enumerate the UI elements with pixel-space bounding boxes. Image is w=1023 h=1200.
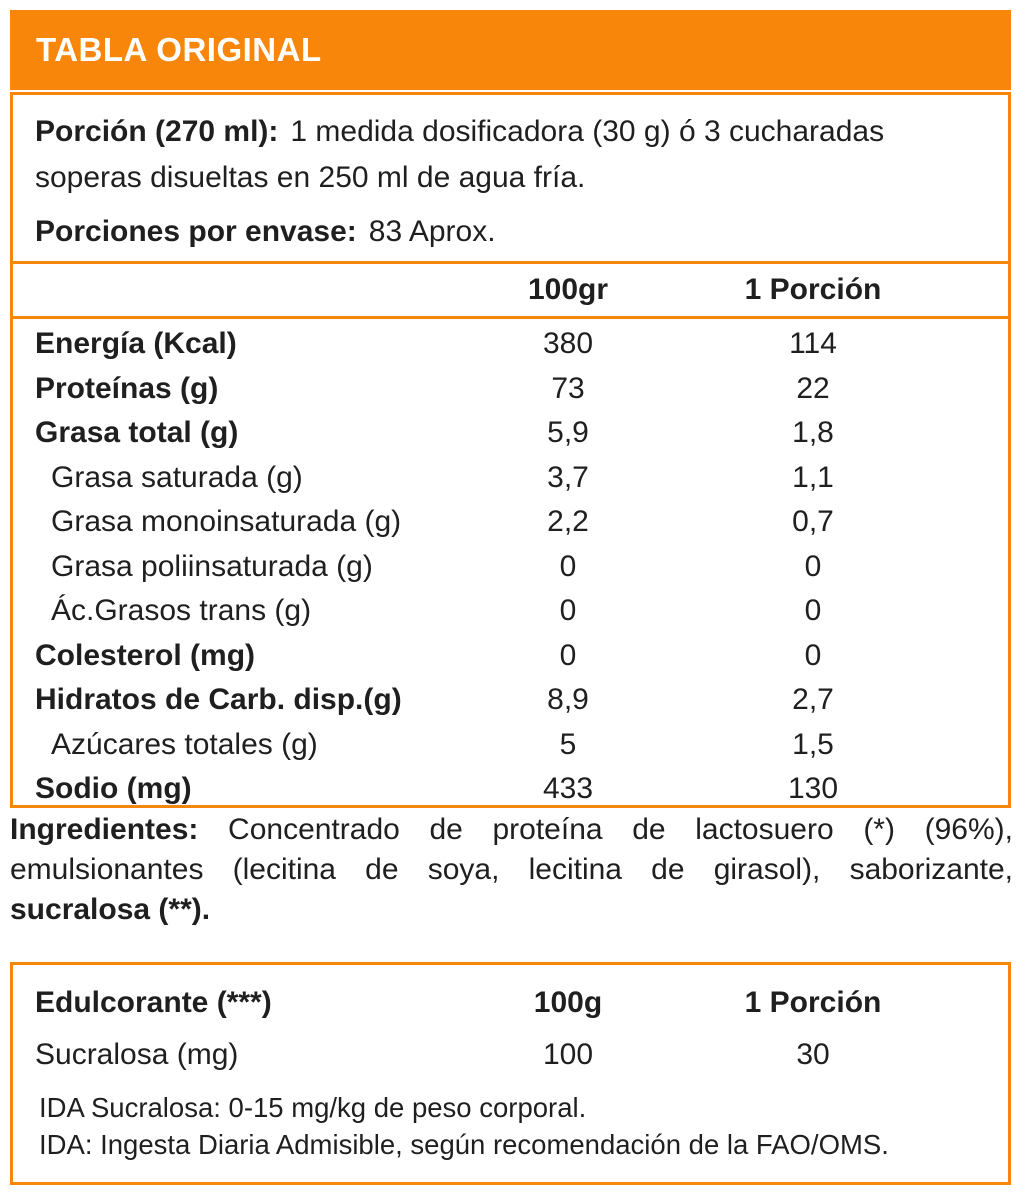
nutrition-facts-box: Porción (270 ml): 1 medida dosificadora (… [10, 92, 1011, 808]
sweetener-box: Edulcorante (***) 100g 1 Porción Sucralo… [10, 962, 1011, 1185]
sweetener-title: Edulcorante (***) [35, 986, 272, 1019]
table-row: Grasa poliinsaturada (g) 0 0 [13, 545, 1008, 590]
value-per-serving: 30 [796, 1038, 830, 1071]
table-row: Hidratos de Carb. disp.(g) 8,9 2,7 [13, 678, 1008, 723]
column-header-100gr: 100gr [527, 273, 609, 306]
table-row: Colesterol (mg) 0 0 [13, 634, 1008, 679]
value-per-100g: 73 [551, 371, 585, 405]
serving-size-label: Porción (270 ml): [35, 115, 279, 148]
value-per-100g: 8,9 [547, 683, 589, 717]
table-row: Grasa monoinsaturada (g) 2,2 0,7 [13, 500, 1008, 545]
serving-info: Porción (270 ml): 1 medida dosificadora (… [13, 95, 1008, 255]
ingredients-text: Concentrado de proteína de lactosuero (*… [10, 813, 1013, 886]
row-label: Hidratos de Carb. disp.(g) [35, 683, 402, 717]
ida-note: IDA: Ingesta Diaria Admisible, según rec… [39, 1129, 889, 1160]
row-label: Azúcares totales (g) [51, 727, 318, 761]
table-title: TABLA ORIGINAL [36, 31, 322, 68]
value-per-serving: 130 [787, 772, 839, 806]
servings-per-container-value: 83 Aprox. [368, 215, 496, 248]
ida-note: IDA Sucralosa: 0-15 mg/kg de peso corpor… [39, 1092, 587, 1123]
value-per-100g: 0 [559, 638, 577, 672]
value-per-100g: 5 [559, 727, 577, 761]
value-per-serving: 0,7 [792, 505, 834, 539]
table-row: Ác.Grasos trans (g) 0 0 [13, 589, 1008, 634]
value-per-serving: 114 [789, 327, 837, 361]
table-row: Sodio (mg) 433 130 [13, 767, 1008, 812]
divider [13, 316, 1008, 319]
row-label: Ác.Grasos trans (g) [51, 594, 312, 628]
servings-per-container-line: Porciones por envase: 83 Aprox. [35, 209, 984, 255]
row-label: Grasa total (g) [35, 416, 239, 450]
value-per-100g: 0 [559, 549, 577, 583]
column-header-row: 100gr 1 Porción [13, 264, 1008, 316]
value-per-100g: 5,9 [547, 416, 589, 450]
servings-per-container-label: Porciones por envase: [35, 215, 357, 248]
table-row: Azúcares totales (g) 5 1,5 [13, 723, 1008, 768]
row-label: Colesterol (mg) [35, 638, 256, 672]
table-row: Sucralosa (mg) 100 30 [13, 1035, 1008, 1075]
value-per-100g: 2,2 [547, 505, 589, 539]
table-title-banner: TABLA ORIGINAL [10, 10, 1011, 90]
divider [13, 261, 1008, 264]
value-per-serving: 1,1 [792, 460, 834, 494]
row-label: Grasa poliinsaturada (g) [51, 549, 373, 583]
nutrition-rows: Energía (Kcal) 380 114 Proteínas (g) 73 … [13, 319, 1008, 812]
value-per-100g: 380 [542, 327, 594, 361]
value-per-serving: 0 [804, 594, 822, 628]
ingredients-paragraph: Ingredientes: Concentrado de proteína de… [10, 810, 1013, 930]
value-per-100g: 0 [559, 594, 577, 628]
value-per-serving: 1,8 [792, 416, 834, 450]
ingredients-label: Ingredientes: [10, 813, 199, 846]
value-per-100g: 433 [542, 772, 594, 806]
row-label: Grasa monoinsaturada (g) [51, 505, 402, 539]
ingredients-bold-tail: sucralosa (**). [10, 893, 211, 926]
table-row: Grasa saturada (g) 3,7 1,1 [13, 456, 1008, 501]
value-per-serving: 0 [804, 549, 822, 583]
serving-size-text: 1 medida dosificadora (30 g) ó 3 cuchara… [35, 115, 885, 194]
row-label: Grasa saturada (g) [51, 460, 303, 494]
table-row: Grasa total (g) 5,9 1,8 [13, 411, 1008, 456]
value-per-serving: 2,7 [792, 683, 834, 717]
ida-notes: IDA Sucralosa: 0-15 mg/kg de peso corpor… [13, 1075, 1008, 1163]
sweetener-header-row: Edulcorante (***) 100g 1 Porción [13, 983, 1008, 1023]
row-label: Sucralosa (mg) [35, 1038, 239, 1071]
value-per-serving: 0 [804, 638, 822, 672]
serving-size-line: Porción (270 ml): 1 medida dosificadora (… [35, 109, 984, 201]
value-per-100g: 100 [542, 1038, 594, 1071]
sweetener-column-porcion: 1 Porción [744, 986, 882, 1019]
table-row: Energía (Kcal) 380 114 [13, 322, 1008, 367]
table-row: Proteínas (g) 73 22 [13, 367, 1008, 412]
column-header-porcion: 1 Porción [744, 273, 882, 306]
value-per-serving: 22 [796, 371, 830, 405]
row-label: Proteínas (g) [35, 371, 219, 405]
value-per-100g: 3,7 [547, 460, 589, 494]
row-label: Sodio (mg) [35, 772, 192, 806]
sweetener-column-100g: 100g [533, 986, 603, 1019]
row-label: Energía (Kcal) [35, 327, 237, 361]
value-per-serving: 1,5 [792, 727, 834, 761]
